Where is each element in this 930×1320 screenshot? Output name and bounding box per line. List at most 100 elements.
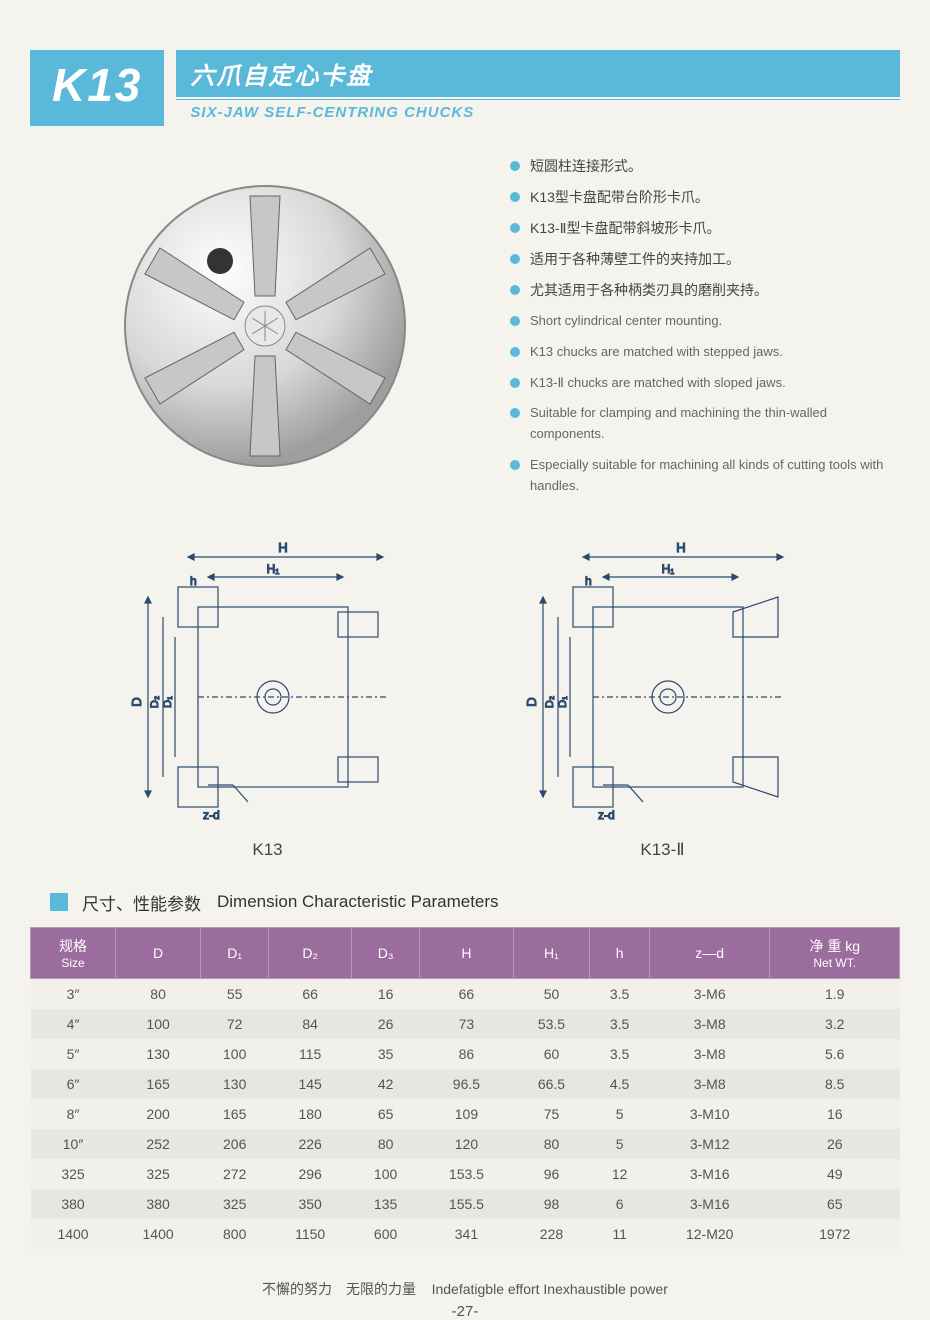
feature-cn-text: K13-Ⅱ型卡盘配带斜坡形卡爪。 xyxy=(530,218,720,239)
table-header-cell: z—d xyxy=(649,927,770,978)
table-cell: 8.5 xyxy=(770,1069,900,1099)
table-cell: 206 xyxy=(201,1129,269,1159)
svg-text:z-d: z-d xyxy=(203,808,220,822)
diagram-label-right: K13-Ⅱ xyxy=(503,840,823,860)
table-header-cell: D₁ xyxy=(201,927,269,978)
table-cell: 60 xyxy=(513,1039,590,1069)
table-cell: 341 xyxy=(420,1219,514,1249)
bullet-icon xyxy=(510,378,520,388)
table-row: 8″200165180651097553-M1016 xyxy=(31,1099,900,1129)
bullet-icon xyxy=(510,161,520,171)
table-cell: 325 xyxy=(31,1159,116,1189)
table-cell: 3-M16 xyxy=(649,1189,770,1219)
table-cell: 16 xyxy=(352,978,420,1009)
svg-text:H₁: H₁ xyxy=(266,562,279,576)
table-cell: 100 xyxy=(201,1039,269,1069)
table-cell: 115 xyxy=(269,1039,352,1069)
table-cell: 73 xyxy=(420,1009,514,1039)
table-cell: 66 xyxy=(420,978,514,1009)
bullet-icon xyxy=(510,408,520,418)
table-cell: 4″ xyxy=(31,1009,116,1039)
svg-text:z-d: z-d xyxy=(598,808,615,822)
svg-text:H: H xyxy=(278,540,287,555)
svg-text:D₂: D₂ xyxy=(149,695,161,707)
table-cell: 135 xyxy=(352,1189,420,1219)
feature-en-item: Especially suitable for machining all ki… xyxy=(510,455,900,497)
table-header-cell: D₂ xyxy=(269,927,352,978)
table-cell: 3.5 xyxy=(590,1039,650,1069)
table-cell: 10″ xyxy=(31,1129,116,1159)
table-cell: 6″ xyxy=(31,1069,116,1099)
svg-text:H₁: H₁ xyxy=(661,562,674,576)
table-cell: 3-M16 xyxy=(649,1159,770,1189)
page-header: K13 六爪自定心卡盘 SIX-JAW SELF-CENTRING CHUCKS xyxy=(30,50,900,126)
table-row: 3″8055661666503.53-M61.9 xyxy=(31,978,900,1009)
table-row: 4″1007284267353.53.53-M83.2 xyxy=(31,1009,900,1039)
table-cell: 3-M8 xyxy=(649,1009,770,1039)
table-cell: 272 xyxy=(201,1159,269,1189)
table-cell: 16 xyxy=(770,1099,900,1129)
table-cell: 200 xyxy=(116,1099,201,1129)
svg-text:D₁: D₁ xyxy=(557,695,569,707)
table-cell: 5 xyxy=(590,1099,650,1129)
table-cell: 80 xyxy=(513,1129,590,1159)
bullet-icon xyxy=(510,285,520,295)
table-cell: 600 xyxy=(352,1219,420,1249)
svg-text:H: H xyxy=(676,540,685,555)
table-cell: 26 xyxy=(352,1009,420,1039)
diagram-k13: H H₁ h D D₂ D₁ z-d K13 xyxy=(108,527,428,860)
bullet-icon xyxy=(510,254,520,264)
table-cell: 100 xyxy=(116,1009,201,1039)
table-row: 6″1651301454296.566.54.53-M88.5 xyxy=(31,1069,900,1099)
table-header-cell: D₃ xyxy=(352,927,420,978)
table-cell: 153.5 xyxy=(420,1159,514,1189)
table-cell: 66.5 xyxy=(513,1069,590,1099)
table-cell: 66 xyxy=(269,978,352,1009)
title-block: 六爪自定心卡盘 SIX-JAW SELF-CENTRING CHUCKS xyxy=(176,50,900,126)
table-cell: 5″ xyxy=(31,1039,116,1069)
feature-cn-text: 短圆柱连接形式。 xyxy=(530,156,642,177)
table-cell: 35 xyxy=(352,1039,420,1069)
svg-text:D: D xyxy=(524,697,539,706)
table-cell: 11 xyxy=(590,1219,650,1249)
bullet-icon xyxy=(510,316,520,326)
feature-en-item: Suitable for clamping and machining the … xyxy=(510,403,900,445)
feature-list: 短圆柱连接形式。K13型卡盘配带台阶形卡爪。K13-Ⅱ型卡盘配带斜坡形卡爪。适用… xyxy=(500,156,900,507)
section-heading: 尺寸、性能参数 Dimension Characteristic Paramet… xyxy=(50,890,900,915)
table-cell: 3.5 xyxy=(590,1009,650,1039)
diagram-k13-2: H H₁ h D D₂ D₁ z-d K13-Ⅱ xyxy=(503,527,823,860)
table-cell: 3.5 xyxy=(590,978,650,1009)
table-cell: 8″ xyxy=(31,1099,116,1129)
table-cell: 226 xyxy=(269,1129,352,1159)
svg-text:D₁: D₁ xyxy=(162,695,174,707)
bullet-icon xyxy=(510,460,520,470)
table-cell: 380 xyxy=(31,1189,116,1219)
svg-text:h: h xyxy=(585,574,592,588)
table-cell: 109 xyxy=(420,1099,514,1129)
section-title-cn: 尺寸、性能参数 xyxy=(82,890,201,915)
table-row: 380380325350135155.59863-M1665 xyxy=(31,1189,900,1219)
table-cell: 80 xyxy=(116,978,201,1009)
table-cell: 296 xyxy=(269,1159,352,1189)
title-cn: 六爪自定心卡盘 xyxy=(190,63,372,90)
bullet-icon xyxy=(510,192,520,202)
svg-text:D: D xyxy=(129,697,144,706)
table-row: 10″252206226801208053-M1226 xyxy=(31,1129,900,1159)
feature-en-text: Especially suitable for machining all ki… xyxy=(530,455,900,497)
product-photo xyxy=(30,156,500,507)
feature-en-text: K13-Ⅱ chucks are matched with sloped jaw… xyxy=(530,373,786,394)
feature-cn-item: 短圆柱连接形式。 xyxy=(510,156,900,177)
feature-cn-item: 适用于各种薄壁工件的夹持加工。 xyxy=(510,249,900,270)
table-cell: 5 xyxy=(590,1129,650,1159)
table-cell: 100 xyxy=(352,1159,420,1189)
table-cell: 165 xyxy=(116,1069,201,1099)
table-cell: 75 xyxy=(513,1099,590,1129)
table-cell: 180 xyxy=(269,1099,352,1129)
table-row: 5″1301001153586603.53-M85.6 xyxy=(31,1039,900,1069)
feature-cn-item: 尤其适用于各种柄类刃具的磨削夹持。 xyxy=(510,280,900,301)
table-cell: 800 xyxy=(201,1219,269,1249)
table-cell: 130 xyxy=(116,1039,201,1069)
table-cell: 96 xyxy=(513,1159,590,1189)
feature-en-item: K13-Ⅱ chucks are matched with sloped jaw… xyxy=(510,373,900,394)
table-cell: 165 xyxy=(201,1099,269,1129)
